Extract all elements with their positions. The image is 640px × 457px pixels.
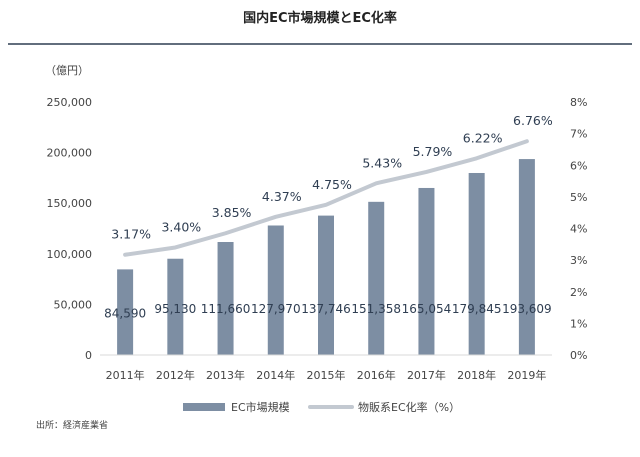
x-tick-label: 2019年 <box>507 368 546 382</box>
bar-value-label: 95,130 <box>154 302 196 316</box>
left-tick-label: 250,000 <box>47 96 93 109</box>
bar <box>518 159 535 355</box>
bar <box>117 269 134 355</box>
left-tick-label: 100,000 <box>47 248 93 261</box>
x-axis-ticks: 2011年 2012年 2013年 2014年 2015年 2016年 2017年 2018年… <box>106 368 547 382</box>
x-tick-label: 2012年 <box>156 368 195 382</box>
left-tick-label: 0 <box>85 349 92 362</box>
bar-data-labels: 84,590 95,130 111,660 127,970 137,746 151,358… <box>104 302 552 320</box>
line-data-labels: 3.17% 3.40% 3.85% 4.37% 4.75% 5.43% 5.79% 6.22%… <box>111 113 553 242</box>
right-tick-label: 8% <box>570 96 587 109</box>
x-tick-label: 2015年 <box>307 368 346 382</box>
line-series <box>123 139 529 257</box>
bar-value-label: 179,845 <box>452 302 502 316</box>
right-tick-label: 0% <box>570 349 587 362</box>
bar-series <box>117 159 535 355</box>
bar-value-label: 84,590 <box>104 306 146 320</box>
right-tick-label: 4% <box>570 223 587 236</box>
x-tick-label: 2016年 <box>357 368 396 382</box>
bar <box>418 187 435 355</box>
x-tick-label: 2018年 <box>457 368 496 382</box>
bar-value-label: 165,054 <box>402 302 452 316</box>
line-value-label: 6.76% <box>513 113 553 128</box>
x-tick-label: 2013年 <box>206 368 245 382</box>
line-value-label: 5.79% <box>413 144 453 159</box>
bar <box>167 258 184 355</box>
line-value-label: 3.85% <box>212 205 252 220</box>
line-value-label: 6.22% <box>463 130 503 145</box>
bar-value-label: 137,746 <box>301 302 351 316</box>
bar <box>267 225 284 355</box>
right-tick-label: 7% <box>570 128 587 141</box>
source-note: 出所：経済産業省 <box>36 419 108 431</box>
bar <box>318 215 334 355</box>
bar <box>468 172 485 355</box>
line-value-label: 4.37% <box>262 189 302 204</box>
legend-label-bar: EC市場規模 <box>231 400 290 414</box>
right-tick-label: 1% <box>570 317 587 330</box>
line-value-label: 4.75% <box>312 177 352 192</box>
legend: EC市場規模 物販系EC化率（%） <box>183 400 460 414</box>
x-tick-label: 2014年 <box>256 368 295 382</box>
bar <box>368 201 385 355</box>
left-tick-label: 50,000 <box>54 298 93 311</box>
right-tick-label: 6% <box>570 159 587 172</box>
x-tick-label: 2017年 <box>407 368 446 382</box>
legend-label-line: 物販系EC化率（%） <box>358 400 460 414</box>
line-value-label: 3.40% <box>161 219 201 234</box>
right-axis-ticks: 0% 1% 2% 3% 4% 5% 6% 7% 8% <box>570 96 587 362</box>
x-tick-label: 2011年 <box>106 368 145 382</box>
bar <box>217 242 234 355</box>
right-tick-label: 3% <box>570 254 587 267</box>
bar-value-label: 111,660 <box>201 302 251 316</box>
y-axis-unit-label: （億円） <box>45 64 89 77</box>
chart-title: 国内EC市場規模とEC化率 <box>243 10 397 26</box>
line-value-label: 5.43% <box>362 155 402 170</box>
left-tick-label: 150,000 <box>47 197 93 210</box>
right-tick-label: 5% <box>570 191 587 204</box>
left-tick-label: 200,000 <box>47 147 93 160</box>
right-tick-label: 2% <box>570 286 587 299</box>
bar-value-label: 151,358 <box>351 302 401 316</box>
left-axis-ticks: 0 50,000 100,000 150,000 200,000 250,000 <box>47 96 93 362</box>
line-value-label: 3.17% <box>111 227 151 242</box>
bar-value-label: 127,970 <box>251 302 301 316</box>
series-line <box>123 139 529 257</box>
legend-swatch-bar <box>183 403 225 411</box>
bar-value-label: 193,609 <box>502 302 552 316</box>
